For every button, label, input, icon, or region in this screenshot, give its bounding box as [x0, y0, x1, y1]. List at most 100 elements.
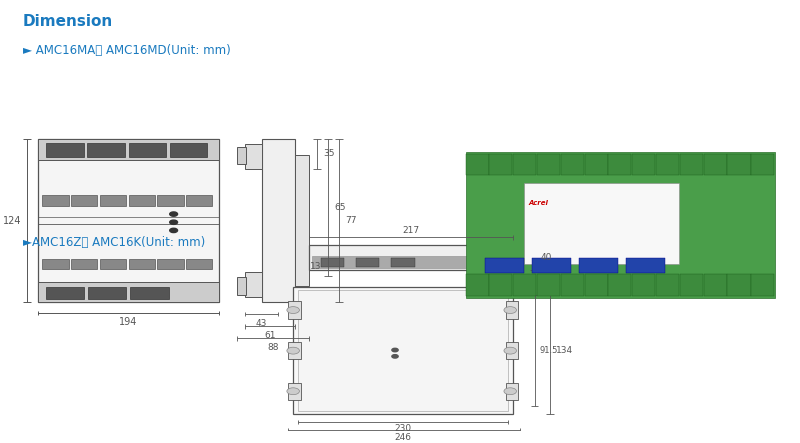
Bar — [506, 342, 518, 359]
Bar — [46, 143, 83, 157]
Circle shape — [170, 228, 178, 233]
Text: 230: 230 — [394, 424, 411, 433]
Bar — [237, 277, 246, 295]
Bar — [289, 302, 301, 319]
Bar — [466, 274, 489, 296]
Bar — [129, 143, 166, 157]
Bar — [579, 258, 618, 273]
Circle shape — [170, 220, 178, 225]
Bar — [537, 274, 560, 296]
Bar — [158, 259, 184, 269]
Circle shape — [392, 348, 398, 352]
Bar — [88, 287, 126, 299]
Circle shape — [170, 212, 178, 216]
Bar — [727, 274, 750, 296]
Bar — [129, 259, 155, 269]
Bar — [585, 274, 608, 296]
Text: 65: 65 — [334, 203, 346, 212]
Circle shape — [287, 388, 299, 395]
Bar — [71, 195, 98, 206]
Circle shape — [504, 307, 517, 314]
Bar — [391, 258, 414, 268]
Text: 246: 246 — [394, 433, 411, 442]
Text: 124: 124 — [2, 216, 21, 225]
Bar — [312, 256, 510, 268]
Text: 43: 43 — [256, 319, 267, 328]
Bar — [237, 147, 246, 164]
Bar — [609, 154, 631, 175]
Text: 134: 134 — [556, 346, 573, 355]
Bar — [537, 154, 560, 175]
Text: 194: 194 — [119, 317, 138, 327]
Bar — [130, 287, 169, 299]
Bar — [626, 258, 666, 273]
Bar — [513, 249, 522, 265]
Bar — [158, 195, 184, 206]
Bar — [294, 155, 309, 286]
Bar — [656, 154, 679, 175]
Bar — [506, 383, 518, 400]
Bar — [485, 256, 505, 268]
Bar — [38, 282, 218, 302]
Bar — [356, 258, 379, 268]
Circle shape — [392, 355, 398, 358]
Bar — [289, 383, 301, 400]
Bar — [532, 258, 571, 273]
Bar — [680, 154, 703, 175]
Bar — [680, 274, 703, 296]
Bar — [42, 259, 69, 269]
Bar — [704, 154, 726, 175]
Text: 35: 35 — [323, 149, 334, 159]
Bar — [309, 245, 513, 270]
Bar — [466, 152, 775, 298]
Circle shape — [287, 347, 299, 354]
Bar — [632, 154, 655, 175]
Bar — [506, 302, 518, 319]
Bar — [38, 139, 218, 159]
Bar — [289, 342, 301, 359]
Text: 40: 40 — [541, 253, 552, 262]
Bar — [609, 274, 631, 296]
Bar — [87, 143, 125, 157]
Bar — [561, 274, 584, 296]
Bar — [38, 139, 218, 302]
Text: Dimension: Dimension — [22, 14, 113, 29]
Bar — [129, 195, 155, 206]
Circle shape — [504, 388, 517, 395]
Text: 91.5: 91.5 — [540, 346, 558, 355]
Bar — [186, 259, 213, 269]
Text: ►AMC16Z、 AMC16K(Unit: mm): ►AMC16Z、 AMC16K(Unit: mm) — [22, 236, 205, 249]
Bar — [485, 258, 524, 273]
Bar — [170, 143, 207, 157]
Bar — [245, 272, 262, 297]
Bar — [245, 144, 262, 169]
Text: 13: 13 — [310, 262, 322, 271]
Text: 61: 61 — [264, 330, 275, 340]
Text: 217: 217 — [402, 226, 419, 235]
Bar — [585, 154, 608, 175]
Bar — [100, 259, 126, 269]
Bar — [262, 139, 294, 302]
Bar — [727, 154, 750, 175]
Text: ► AMC16MA． AMC16MD(Unit: mm): ► AMC16MA． AMC16MD(Unit: mm) — [22, 44, 230, 58]
Circle shape — [287, 307, 299, 314]
Text: Acrel: Acrel — [528, 200, 548, 206]
Bar — [656, 274, 679, 296]
Bar — [513, 154, 536, 175]
Bar — [513, 274, 536, 296]
Bar — [751, 274, 774, 296]
Bar — [632, 274, 655, 296]
Bar — [100, 195, 126, 206]
Text: 88: 88 — [267, 343, 278, 352]
Bar — [524, 183, 679, 264]
Bar — [466, 154, 489, 175]
Bar — [186, 195, 213, 206]
Bar — [490, 274, 512, 296]
Circle shape — [504, 347, 517, 354]
Text: 77: 77 — [345, 216, 356, 225]
Bar — [42, 195, 69, 206]
Bar — [293, 287, 513, 414]
Bar — [490, 154, 512, 175]
Bar — [46, 287, 85, 299]
Bar — [71, 259, 98, 269]
